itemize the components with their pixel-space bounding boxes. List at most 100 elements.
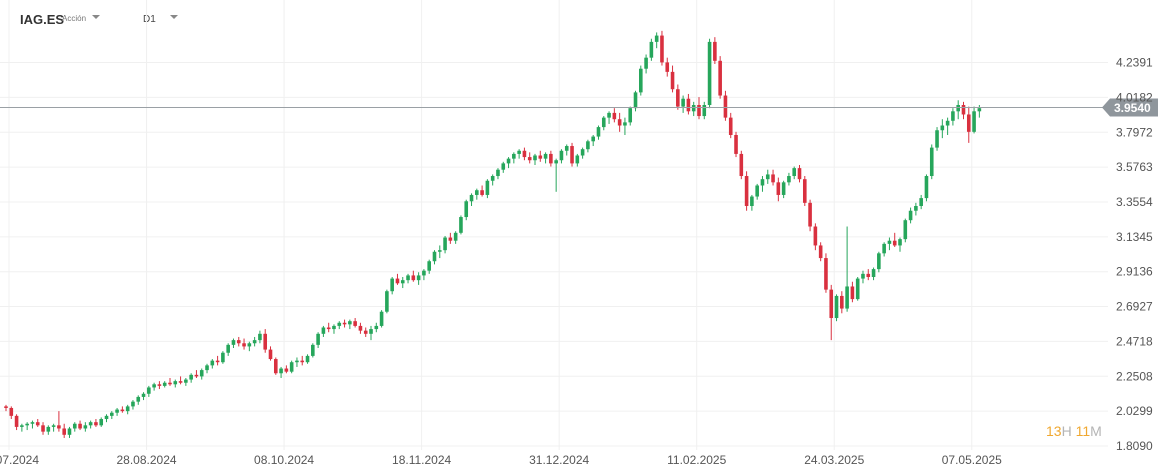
candle — [490, 174, 495, 186]
candle — [88, 420, 93, 429]
candle-body — [750, 196, 754, 206]
candle — [861, 270, 865, 284]
candle — [713, 37, 717, 64]
candle — [406, 273, 410, 284]
candle-body — [903, 220, 908, 240]
candle-body — [99, 419, 104, 426]
candle-body — [67, 428, 72, 435]
candle-body — [400, 280, 405, 284]
candle — [379, 310, 384, 328]
candle-body — [533, 155, 537, 161]
candle — [25, 422, 29, 431]
candle-body — [877, 253, 881, 270]
candle — [670, 65, 675, 93]
candle-body — [914, 205, 918, 211]
candle — [453, 231, 458, 244]
candle — [617, 112, 622, 132]
y-tick-label: 4.2391 — [1116, 56, 1153, 70]
candle-body — [305, 355, 310, 363]
candle-body — [639, 68, 643, 93]
y-axis: 1.8090 2.0299 2.2508 2.4718 2.6927 2.9136 3.13… — [1116, 56, 1153, 453]
x-tick-label: 24.03.2025 — [804, 453, 864, 467]
candle — [57, 411, 61, 432]
candle-body — [612, 112, 617, 120]
candle — [231, 338, 236, 349]
candle — [940, 119, 945, 139]
candle-body — [691, 105, 696, 112]
candle — [961, 101, 966, 120]
candle-body — [824, 258, 828, 290]
candle — [919, 194, 923, 210]
candle — [834, 294, 839, 322]
candle-body — [681, 98, 685, 107]
candle — [660, 30, 664, 66]
candle — [152, 382, 156, 391]
candle — [443, 235, 447, 254]
candle-body — [898, 239, 902, 246]
candle — [437, 245, 442, 259]
candle-body — [258, 333, 262, 341]
candle-body — [25, 423, 29, 426]
candle — [929, 144, 934, 180]
x-tick-label: 28.08.2024 — [117, 453, 177, 467]
candle — [258, 330, 262, 344]
candle-body — [734, 134, 738, 154]
candle-body — [522, 150, 527, 158]
candle-body — [443, 237, 447, 251]
candle-body — [210, 360, 215, 366]
chart-grid — [0, 0, 1108, 450]
candle-body — [242, 343, 246, 347]
candle — [628, 106, 633, 126]
candle — [802, 176, 807, 206]
timeframe-chevron-down-icon[interactable] — [170, 15, 178, 19]
candle — [914, 202, 918, 216]
candle-body — [321, 327, 326, 334]
candle-body — [469, 194, 474, 202]
instrument-type-label: Acción — [62, 14, 87, 23]
symbol-label[interactable]: IAG.ES — [20, 12, 65, 27]
candle-body — [83, 425, 88, 429]
candle-body — [607, 112, 611, 118]
candle-body — [432, 251, 437, 262]
candle-body — [929, 147, 934, 177]
candle — [750, 194, 754, 211]
candle — [728, 112, 733, 139]
candle-body — [236, 340, 241, 344]
candle-body — [718, 60, 722, 96]
candle-body — [633, 92, 638, 109]
candle-body — [358, 325, 363, 331]
candle — [469, 193, 474, 206]
candle-body — [295, 360, 299, 363]
y-tick-label: 3.7972 — [1116, 125, 1153, 139]
candle-body — [252, 340, 257, 344]
candle-body — [125, 406, 130, 412]
candle — [432, 250, 437, 265]
candle — [284, 365, 289, 374]
candle-body — [46, 426, 51, 432]
candle — [136, 395, 141, 405]
candle — [321, 325, 326, 337]
candle-body — [506, 158, 511, 164]
candle-body — [596, 127, 601, 137]
candle — [189, 373, 193, 383]
candle-body — [326, 327, 331, 330]
candle-body — [448, 237, 453, 241]
candle — [184, 377, 188, 386]
candle — [676, 84, 680, 110]
candle — [586, 139, 590, 153]
candle-countdown: 13H 11M — [1046, 423, 1102, 439]
candle — [972, 106, 976, 134]
candle-body — [797, 168, 802, 180]
candle-body — [517, 150, 521, 154]
timeframe-selector[interactable]: D1 — [143, 14, 156, 25]
chevron-down-icon[interactable] — [92, 15, 100, 19]
candle-body — [945, 120, 950, 126]
candle-body — [88, 422, 93, 426]
candle-body — [147, 387, 151, 394]
candle-body — [808, 202, 812, 227]
candle — [871, 267, 876, 281]
candle — [760, 176, 765, 192]
candle — [892, 232, 897, 248]
candle — [374, 322, 379, 333]
